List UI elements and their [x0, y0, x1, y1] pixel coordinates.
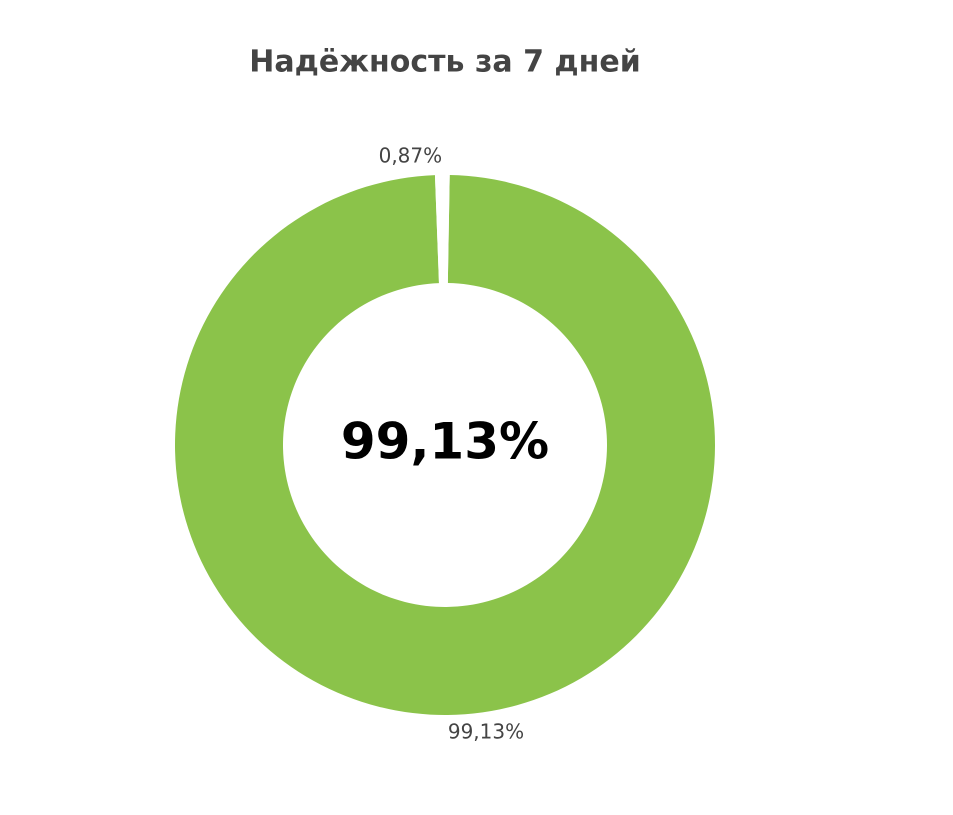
slice-label: 99,13% — [448, 719, 524, 743]
slice-label: 0,87% — [379, 144, 443, 168]
donut-slice — [434, 175, 450, 284]
chart-title: Надёжность за 7 дней — [249, 45, 640, 80]
center-label: 99,13% — [341, 413, 549, 471]
donut-slice — [174, 175, 715, 715]
